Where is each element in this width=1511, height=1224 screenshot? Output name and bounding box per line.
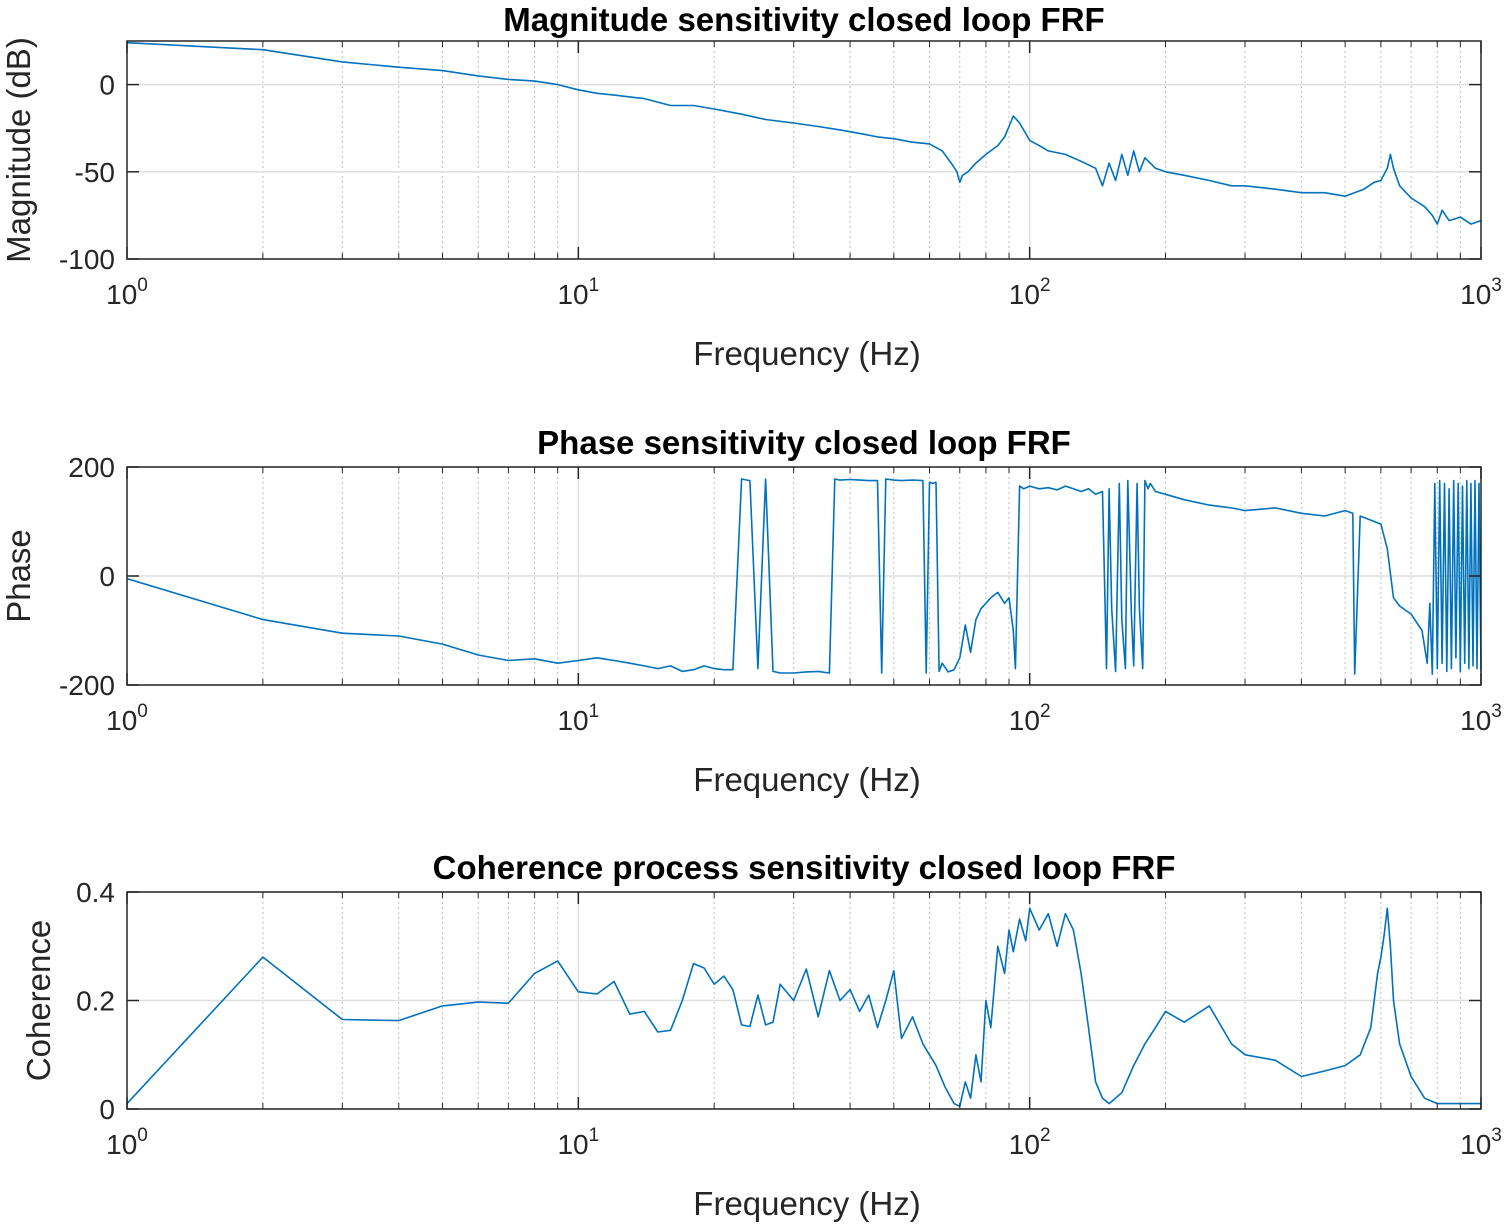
x-tick-base: 10 [1009,1129,1040,1160]
x-tick-exponent: 2 [1040,1125,1051,1146]
chart-title: Magnitude sensitivity closed loop FRF [503,1,1104,38]
x-axis-label: Frequency (Hz) [693,761,920,798]
x-tick-label: 102 [1009,1125,1051,1160]
magnitude-series-line [126,41,1482,225]
y-tick-label: 0.2 [76,986,115,1017]
x-tick-exponent: 2 [1040,275,1051,296]
x-tick-label: 100 [106,1125,148,1160]
x-tick-label: 103 [1460,701,1502,736]
x-tick-base: 10 [557,705,588,736]
y-tick-label: -50 [75,157,115,188]
x-tick-label: 102 [1009,275,1051,310]
x-tick-exponent: 0 [137,701,148,722]
y-axis-label: Coherence [20,920,57,1081]
y-axis-label: Phase [0,529,37,623]
y-tick-label: -200 [59,670,115,701]
y-tick-label: -100 [59,244,115,275]
x-tick-base: 10 [1009,705,1040,736]
x-tick-base: 10 [1009,279,1040,310]
x-tick-base: 10 [1460,279,1491,310]
x-tick-exponent: 0 [137,1125,148,1146]
x-tick-base: 10 [106,1129,137,1160]
x-tick-label: 103 [1460,275,1502,310]
x-tick-base: 10 [557,1129,588,1160]
chart-title: Coherence process sensitivity closed loo… [433,849,1176,886]
phase-series-line [126,478,1482,675]
y-axis-label: Magnitude (dB) [0,37,37,263]
y-tick-label: 200 [68,452,115,483]
x-tick-exponent: 3 [1491,701,1502,722]
x-tick-label: 103 [1460,1125,1502,1160]
y-tick-label: 0.4 [76,877,115,908]
y-tick-label: 0 [99,70,115,101]
x-tick-label: 101 [557,701,599,736]
x-tick-exponent: 3 [1491,1125,1502,1146]
x-tick-exponent: 1 [589,701,600,722]
x-tick-exponent: 0 [137,275,148,296]
x-tick-label: 100 [106,275,148,310]
y-tick-label: 0 [99,561,115,592]
x-tick-base: 10 [557,279,588,310]
x-tick-base: 10 [1460,705,1491,736]
x-tick-base: 10 [106,705,137,736]
x-tick-label: 102 [1009,701,1051,736]
x-tick-exponent: 1 [589,275,600,296]
chart-title: Phase sensitivity closed loop FRF [537,424,1071,461]
x-tick-base: 10 [1460,1129,1491,1160]
y-tick-label: 0 [99,1094,115,1125]
x-tick-exponent: 2 [1040,701,1051,722]
x-tick-exponent: 1 [589,1125,600,1146]
x-axis-label: Frequency (Hz) [693,335,920,372]
coherence-series-line [126,907,1481,1108]
x-tick-label: 101 [557,1125,599,1160]
axes-box [126,40,1482,260]
x-tick-label: 100 [106,701,148,736]
x-tick-label: 101 [557,275,599,310]
x-tick-base: 10 [106,279,137,310]
x-tick-exponent: 3 [1491,275,1502,296]
x-axis-label: Frequency (Hz) [693,1185,920,1222]
